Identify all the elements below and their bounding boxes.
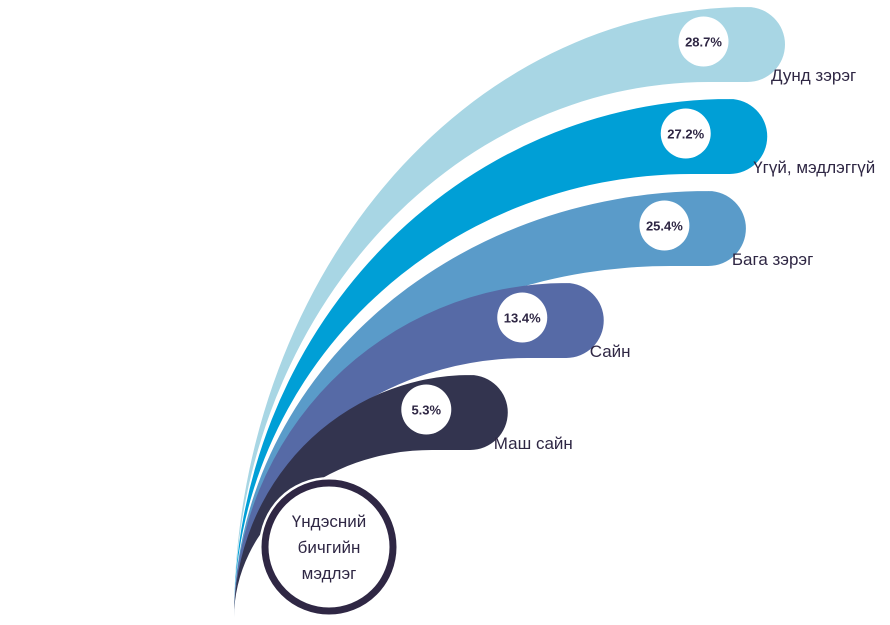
bar-үгүй-мэдлэггүй [234,99,768,618]
bar-дунд-зэрэг [234,7,786,618]
value-label: 28.7% [685,35,722,50]
center-label-line: бичгийн [298,538,361,557]
category-label: Дунд зэрэг [771,66,856,85]
value-badge [678,16,729,67]
value-badge [497,292,548,343]
bar-бага-зэрэг [234,191,746,618]
bands-group [234,7,786,618]
category-label: Үгүй, мэдлэггүй [753,158,875,177]
value-label: 13.4% [504,311,541,326]
value-label: 25.4% [646,219,683,234]
value-label: 5.3% [411,403,441,418]
category-label: Сайн [590,342,631,361]
center-circle-bg [259,477,399,617]
bar-сайн [234,283,604,618]
center-label-line: мэдлэг [302,564,357,583]
value-badge [401,384,452,435]
category-label: Бага зэрэг [732,250,813,269]
labels-group: 28.7% Дунд зэрэг 27.2% Үгүй, мэдлэггүй 25.4%… [401,16,875,453]
center-ring [261,479,397,615]
value-badge [660,108,711,159]
center-label-line: Үндэсний [292,512,367,531]
value-badge [639,200,690,251]
bar-маш-сайн [234,375,508,618]
category-label: Маш сайн [494,434,573,453]
center-label: Үндэсний бичгийн мэдлэг [259,477,399,617]
value-label: 27.2% [667,127,704,142]
